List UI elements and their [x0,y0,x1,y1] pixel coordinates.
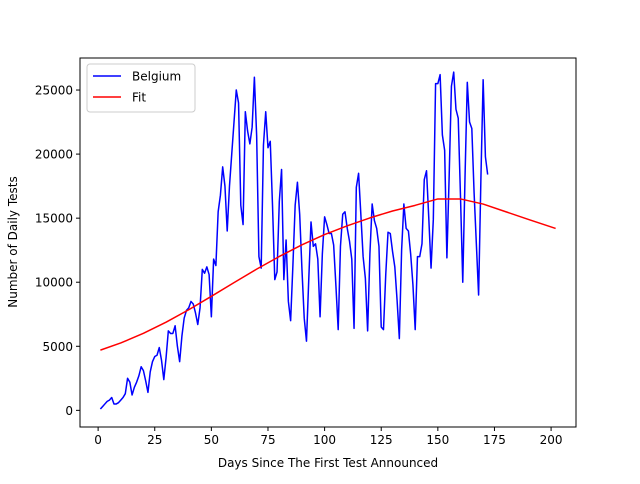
y-axis-label: Number of Daily Tests [6,176,20,307]
series-layer [99,71,556,410]
x-axis-ticks: 0 25 50 75 100 125 150 175 200 [94,427,563,447]
plot-background [80,58,576,427]
x-tick-label: 50 [204,433,219,447]
y-tick-label: 15000 [35,212,73,226]
legend: Belgium Fit [86,63,196,113]
x-tick-label: 175 [483,433,506,447]
plot-frame [79,57,577,428]
x-tick-label: 200 [540,433,563,447]
y-tick-label: 25000 [35,84,73,98]
x-tick-label: 0 [94,433,102,447]
x-axis-label: Days Since The First Test Announced [218,456,438,470]
x-tick-label: 150 [426,433,449,447]
legend-label-belgium: Belgium [132,70,181,84]
x-tick-label: 75 [260,433,275,447]
y-axis-ticks: 0 5000 10000 15000 20000 25000 [35,84,80,418]
x-tick-label: 125 [370,433,393,447]
y-tick-label: 20000 [35,148,73,162]
y-tick-label: 10000 [35,276,73,290]
series-line-belgium [99,71,489,410]
y-tick-label: 5000 [42,340,73,354]
x-tick-label: 25 [147,433,162,447]
series-line-fit [100,198,556,351]
legend-label-fit: Fit [132,91,146,105]
x-tick-label: 100 [313,433,336,447]
y-tick-label: 0 [65,404,73,418]
